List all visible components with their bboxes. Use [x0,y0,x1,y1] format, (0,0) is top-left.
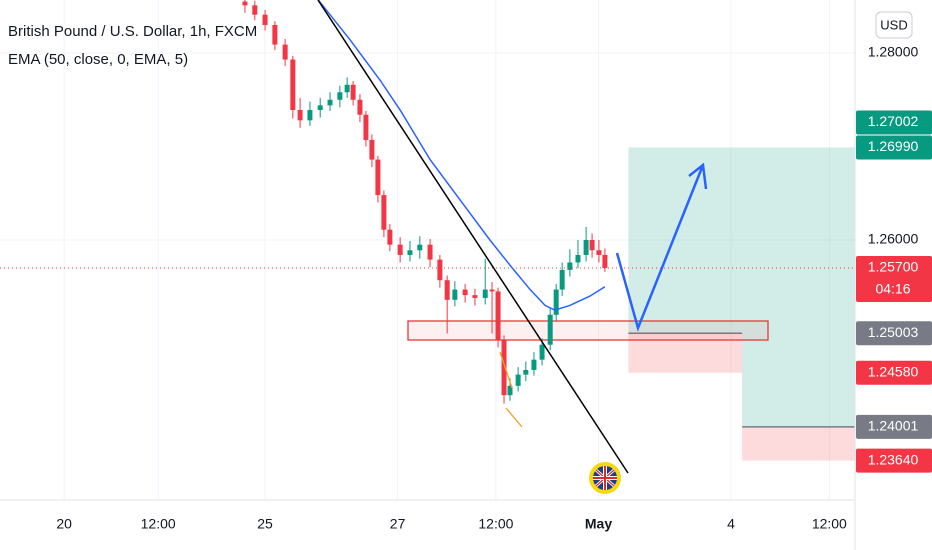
candle-body [495,291,501,341]
price-badge-label: 1.24001 [868,418,919,434]
candle-body [539,344,545,360]
candle-body [317,105,323,111]
projection-arrow [615,162,708,332]
price-badge-label: 1.24580 [868,363,919,379]
candle-body [375,159,381,196]
x-tick-label: 4 [727,516,735,532]
price-badge [856,110,932,135]
candle-body [501,340,507,396]
legend: British Pound / U.S. Dollar, 1h, FXCM EM… [8,23,257,68]
candle-body [602,254,608,269]
price-badge-label: 1.27002 [868,113,919,129]
x-tick-label: 12:00 [812,516,847,532]
candle-body [462,289,468,296]
candle-body [357,99,363,115]
candle-body [589,239,595,251]
candle-body [344,84,350,93]
price-badge-label: 1.25003 [868,324,919,340]
flag-cross [593,466,617,490]
candle-body [242,1,248,6]
candle-body [327,99,333,106]
x-tick-label: 25 [257,516,273,532]
countdown: 04:16 [875,281,910,297]
price-badge [856,135,932,160]
event-icon [589,462,621,494]
candle-body [417,244,423,251]
candle-body [369,139,375,160]
price-badge [856,360,932,385]
ema-line [317,0,606,311]
candle-body [337,92,343,100]
candle-body [507,385,513,396]
candle-body [437,259,443,281]
x-tick-label: May [585,516,612,532]
candle-body [596,250,602,255]
candle-body [297,110,303,121]
price-badge [856,448,932,473]
x-tick-label: 27 [390,516,406,532]
currency[interactable]: USD [880,17,907,32]
candle-body [444,280,450,300]
x-tick-label: 12:00 [478,516,513,532]
position-layer [628,147,855,461]
symbol-title: British Pound / U.S. Dollar, 1h, FXCM [8,23,257,40]
profit-zone [742,147,855,427]
y-tick-label: 1.28000 [868,44,919,60]
candle-body [363,114,369,140]
candle-body [307,110,313,121]
price-badge-label: 1.25700 [868,259,919,275]
loss-zone [742,426,855,461]
x-tick-label: 12:00 [141,516,176,532]
candle-body [282,44,288,60]
candle-body [472,295,478,298]
candle-body [452,289,458,300]
candle-body [272,24,278,45]
line-layer [0,0,855,311]
indicator-label: EMA (50, close, 0, EMA, 5) [8,51,188,68]
candle-body [553,289,559,315]
price-badge [856,256,932,303]
price-badges: 1.23640 1.24001 1.24580 1.25003 1.25700 04:16… [856,110,932,473]
price-badge [856,414,932,439]
candle-body [381,195,387,230]
x-tick-label: 20 [56,516,72,532]
candle-body [387,229,393,245]
candle-body [290,59,296,111]
arrow-path [615,164,705,332]
support-zone [407,320,769,341]
candle-body [397,244,403,255]
candle-body [262,14,268,25]
candle-body [350,84,356,100]
candle-body [531,359,537,370]
pattern-line [505,407,523,428]
price-badge-label: 1.26990 [868,138,919,154]
candle-body [482,289,488,298]
time-axis [0,500,855,550]
candle-body [583,239,589,255]
pattern-line [499,351,513,389]
candle-body [427,244,433,260]
candle-body [515,374,521,386]
price-badge-label: 1.23640 [868,451,919,467]
candle-body [575,254,581,263]
candle-body [407,250,413,255]
candle-body [523,369,529,375]
candle-body [489,289,495,292]
candle-body [252,5,258,15]
arrow-head [688,162,708,190]
candle-body [567,262,573,270]
currency-button[interactable] [875,11,913,39]
candle-body [547,314,553,345]
price-badge [856,321,932,346]
candle-layer [242,0,608,404]
candle-body [559,269,565,290]
trend-line [317,0,629,474]
y-tick-label: 1.26000 [868,231,919,247]
profit-zone [628,147,743,334]
